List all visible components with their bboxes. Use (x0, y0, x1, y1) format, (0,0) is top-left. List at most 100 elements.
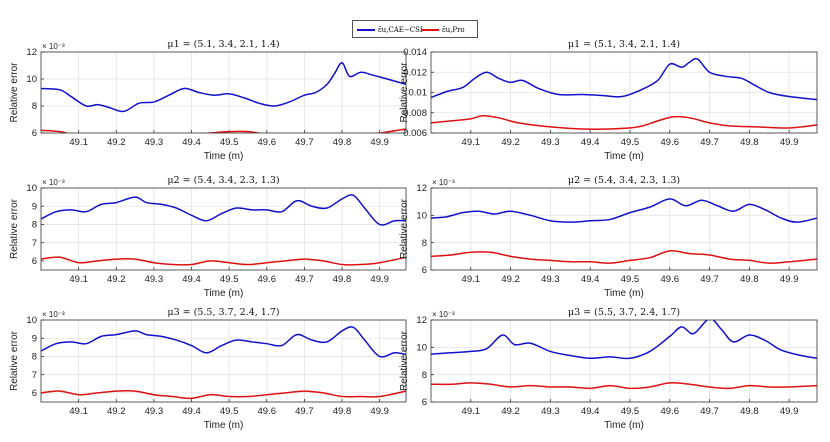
y-tick-label: 0.01 (409, 88, 428, 99)
chart-panel-3: 6 7 8 9 10 49.1 49.2 49.3 49.4 49.5 49.6 49.7 49.8 49… (9, 175, 407, 299)
x-tick-label: 49.7 (700, 274, 719, 285)
legend-item-cae-csi: ε̄u,CAE−CSI (357, 25, 423, 35)
x-tick-label: 49.4 (581, 274, 600, 285)
x-axis-label: Time (m) (604, 151, 644, 162)
series-line-cae-csi (431, 57, 817, 101)
plot-area (41, 188, 406, 270)
x-tick-label: 49.8 (333, 137, 352, 148)
x-tick-label: 49.8 (740, 406, 759, 417)
x-tick-label: 49.9 (370, 274, 389, 285)
series-line-pro (431, 382, 817, 390)
x-tick-label: 49.4 (182, 406, 201, 417)
axes-frame (40, 319, 407, 403)
y-scale-exponent: × 10⁻³ (42, 310, 65, 319)
y-tick-label: 0.014 (403, 47, 427, 58)
y-tick-label: 6 (422, 265, 427, 276)
chart-title: μ1 = (5.1, 3.4, 2.1, 1.4) (568, 39, 680, 50)
y-tick-label: 6 (32, 256, 37, 267)
chart-panel-5: 6 7 8 9 10 49.1 49.2 49.3 49.4 49.5 49.6 49.7 49.8 49… (9, 307, 407, 431)
x-tick-label: 49.1 (462, 137, 481, 148)
y-tick-label: 10 (416, 343, 427, 354)
x-tick-label: 49.2 (107, 274, 126, 285)
x-tick-label: 49.8 (740, 274, 759, 285)
x-tick-label: 49.3 (541, 137, 560, 148)
x-tick-label: 49.3 (541, 406, 560, 417)
chart-panel-1: 6 8 10 12 49.1 49.2 49.3 49.4 49.5 49.6 49.7 49.8 49… (9, 39, 407, 162)
x-tick-label: 49.2 (107, 137, 126, 148)
chart-title: μ3 = (5.5, 3.7, 2.4, 1.7) (568, 307, 680, 318)
x-tick-label: 49.8 (333, 406, 352, 417)
chart-panel-2: 0.006 0.008 0.01 0.012 0.014 49.1 49.2 49.3 49.4… (399, 39, 818, 162)
series-line-cae-csi (41, 326, 406, 358)
chart-title: μ3 = (5.5, 3.7, 2.4, 1.7) (167, 307, 279, 318)
plot-area (41, 320, 406, 402)
y-tick-label: 10 (26, 315, 37, 326)
y-tick-label: 10 (26, 183, 37, 194)
x-axis-label: Time (m) (204, 420, 244, 431)
x-tick-label: 49.5 (220, 137, 239, 148)
series-line-cae-csi (41, 62, 406, 113)
plot-area (41, 52, 406, 133)
legend-item-pro: ε̄u,Pro (421, 25, 465, 35)
x-tick-label: 49.3 (145, 406, 164, 417)
legend: ε̄u,CAE−CSI ε̄u,Pro (352, 20, 478, 38)
x-tick-label: 49.9 (370, 137, 389, 148)
x-tick-label: 49.4 (182, 137, 201, 148)
x-tick-label: 49.3 (145, 137, 164, 148)
x-tick-label: 49.6 (661, 274, 680, 285)
y-tick-label: 8 (32, 352, 37, 363)
x-tick-label: 49.7 (295, 137, 314, 148)
legend-swatch-pro (421, 29, 439, 31)
y-tick-label: 10 (26, 74, 37, 85)
x-tick-label: 49.5 (220, 274, 239, 285)
axes-frame (40, 51, 407, 134)
y-tick-label: 0.008 (403, 108, 427, 119)
plot-area (431, 188, 817, 270)
y-tick-label: 0.012 (403, 67, 427, 78)
y-axis-label: Relative error (9, 198, 20, 259)
x-tick-label: 49.2 (501, 406, 520, 417)
y-scale-exponent: × 10⁻³ (42, 178, 65, 187)
x-tick-label: 49.1 (69, 406, 88, 417)
chart-panel-4: 6 8 10 12 49.1 49.2 49.3 49.4 49.5 49.6 49.7 49.8 49… (399, 175, 818, 299)
legend-swatch-cae-csi (357, 29, 375, 31)
x-tick-label: 49.2 (501, 274, 520, 285)
y-tick-label: 6 (32, 128, 37, 139)
series-line-cae-csi (431, 320, 817, 360)
x-tick-label: 49.1 (462, 406, 481, 417)
y-axis-label: Relative error (399, 198, 410, 259)
x-tick-label: 49.1 (69, 137, 88, 148)
y-tick-label: 12 (26, 47, 37, 58)
y-scale-exponent: × 10⁻³ (432, 310, 455, 319)
x-tick-label: 49.8 (333, 274, 352, 285)
x-axis-label: Time (m) (604, 420, 644, 431)
series-line-pro (41, 256, 406, 266)
series-line-pro (431, 250, 817, 264)
series-line-pro (41, 128, 406, 133)
x-tick-label: 49.5 (621, 274, 640, 285)
axes-frame (40, 187, 407, 271)
x-axis-label: Time (m) (204, 288, 244, 299)
x-tick-label: 49.9 (370, 406, 389, 417)
axes-frame (430, 319, 818, 403)
y-tick-label: 6 (422, 397, 427, 408)
x-tick-label: 49.5 (220, 406, 239, 417)
series-line-pro (41, 389, 406, 400)
x-tick-label: 49.3 (145, 274, 164, 285)
y-scale-exponent: × 10⁻³ (42, 42, 65, 51)
y-axis-label: Relative error (399, 330, 410, 391)
x-tick-label: 49.5 (621, 137, 640, 148)
y-tick-label: 8 (32, 220, 37, 231)
plot-area (431, 320, 817, 402)
x-tick-label: 49.6 (258, 406, 277, 417)
x-tick-label: 49.9 (780, 406, 799, 417)
x-tick-label: 49.9 (780, 274, 799, 285)
axes-frame (430, 51, 818, 134)
x-tick-label: 49.5 (621, 406, 640, 417)
y-tick-label: 8 (422, 370, 427, 381)
x-tick-label: 49.6 (661, 137, 680, 148)
y-scale-exponent: × 10⁻³ (432, 178, 455, 187)
x-axis-label: Time (m) (604, 288, 644, 299)
chart-title: μ2 = (5.4, 3.4, 2.3, 1.3) (167, 175, 279, 186)
